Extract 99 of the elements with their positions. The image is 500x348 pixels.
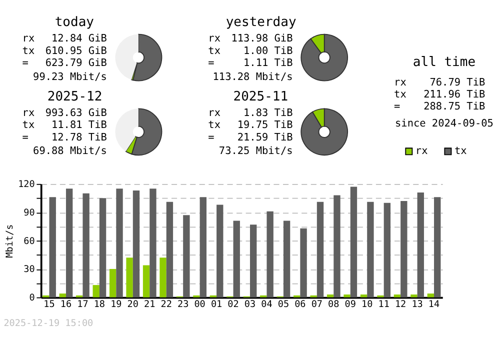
bar	[116, 188, 123, 298]
x-tick-label: 12	[394, 299, 406, 310]
bar	[417, 192, 424, 298]
bar	[344, 294, 350, 298]
text: = 623.79 GiB	[22, 58, 107, 69]
donut-slice	[132, 34, 162, 82]
bar	[384, 202, 391, 298]
bar	[250, 224, 257, 298]
x-tick-label: 06	[294, 299, 306, 310]
y-tick-label: 0	[29, 292, 35, 304]
legend-label: tx	[454, 146, 467, 158]
x-tick-label: 01	[210, 299, 222, 310]
bar	[132, 190, 140, 298]
bar	[394, 294, 401, 298]
text: 2025-12-19 15:00	[4, 318, 94, 330]
donut-slice	[300, 108, 348, 156]
bar	[434, 197, 441, 298]
x-tick-label: 13	[412, 299, 423, 310]
bar	[142, 265, 150, 298]
bar	[150, 188, 156, 298]
bar	[350, 186, 358, 298]
x-tick-label: 17	[77, 299, 88, 310]
chart-title: 2025-12	[47, 89, 102, 104]
x-tick-label: 20	[127, 299, 138, 310]
x-tick-label: 19	[110, 299, 122, 310]
chart-title: yesterday	[226, 14, 296, 30]
text: rx 76.79 TiB	[394, 77, 486, 88]
y-tick-label: 30	[24, 264, 35, 276]
text: tx 211.96 TiB	[394, 90, 486, 101]
y-tick-label: 120	[18, 179, 35, 190]
x-tick-label: 09	[344, 299, 356, 310]
text: rx 1.83 TiB	[208, 108, 293, 120]
bar	[427, 294, 434, 298]
text: all time	[412, 54, 476, 70]
y-tick-label: 90	[24, 208, 35, 219]
text: = 1.11 TiB	[208, 58, 293, 69]
bar	[367, 202, 374, 298]
x-tick-label: 23	[177, 299, 189, 310]
bar	[334, 195, 340, 298]
text: since 2024-09-05	[395, 118, 494, 130]
bar	[233, 220, 240, 298]
text: = 21.59 TiB	[208, 132, 293, 144]
x-tick-label: 21	[144, 299, 156, 310]
text: 69.88 Mbit/s	[33, 146, 107, 158]
x-tick-label: 16	[60, 299, 72, 310]
bar	[166, 202, 174, 298]
bar	[326, 294, 334, 298]
donut-slice	[115, 108, 138, 152]
x-tick-label: 05	[278, 299, 290, 310]
bar	[99, 198, 106, 298]
chart-title: today	[54, 14, 94, 30]
bar	[400, 200, 408, 298]
text: = 12.78 TiB	[22, 132, 107, 144]
legend-label: rx	[415, 146, 428, 158]
x-tick-label: 07	[311, 299, 323, 310]
text: 113.28 Mbit/s	[212, 72, 293, 83]
chart-title: 2025-11	[233, 89, 288, 104]
x-tick-label: 00	[194, 299, 206, 310]
bar	[92, 285, 100, 298]
y-axis-title: Mbit/s	[4, 224, 16, 258]
text: = 288.75 TiB	[394, 102, 486, 113]
text: tx 19.75 TiB	[208, 120, 293, 132]
bar	[300, 228, 307, 298]
x-tick-label: 15	[44, 299, 55, 310]
bar	[66, 188, 73, 298]
bar	[283, 220, 290, 298]
bar	[59, 294, 66, 298]
x-tick-label: 11	[378, 299, 390, 310]
text: tx 610.95 GiB	[22, 46, 107, 57]
x-tick-label: 22	[160, 299, 172, 310]
text: 99.23 Mbit/s	[33, 72, 107, 83]
bar	[126, 258, 133, 298]
x-tick-label: 02	[228, 299, 239, 310]
text: rx 113.98 GiB	[208, 34, 293, 45]
bar	[183, 215, 190, 298]
bar	[49, 197, 56, 298]
text: tx 1.00 TiB	[208, 46, 293, 57]
x-tick-label: 08	[328, 299, 340, 310]
bar	[216, 204, 224, 298]
bar	[200, 197, 207, 298]
donut-slice	[300, 34, 348, 82]
text: 73.25 Mbit/s	[218, 146, 293, 158]
bar	[82, 193, 90, 298]
y-tick-label: 60	[24, 236, 35, 247]
donut-slice	[115, 34, 138, 80]
text: tx 11.81 TiB	[22, 120, 107, 132]
x-tick-label: 14	[428, 299, 440, 310]
x-tick-label: 04	[261, 299, 273, 310]
text: rx 12.84 GiB	[22, 34, 107, 45]
x-tick-label: 10	[362, 299, 373, 310]
text: rx 993.63 GiB	[22, 108, 107, 120]
bar	[160, 258, 166, 298]
x-tick-label: 18	[94, 299, 106, 310]
bar	[410, 294, 418, 298]
bar	[360, 294, 368, 298]
bar	[109, 268, 116, 298]
bar	[266, 211, 274, 298]
bar	[316, 202, 324, 298]
x-tick-label: 03	[244, 299, 256, 310]
